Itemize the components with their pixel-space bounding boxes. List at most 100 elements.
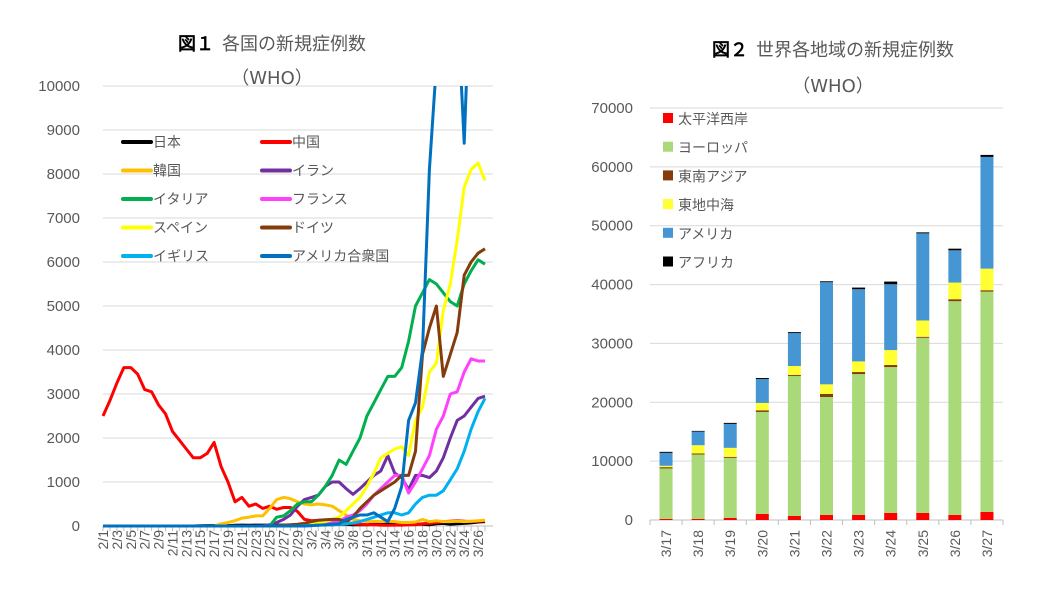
bar-segment bbox=[916, 337, 930, 513]
bar-segment bbox=[755, 378, 769, 380]
x-tick-label: 3/22 bbox=[442, 530, 458, 557]
y-tick-label: 70000 bbox=[591, 100, 633, 117]
x-tick-label: 3/4 bbox=[317, 530, 333, 550]
x-tick-label: 2/1 bbox=[95, 530, 111, 550]
bar-segment bbox=[884, 284, 898, 351]
y-tick-label: 10000 bbox=[591, 453, 633, 470]
legend-label: イラン bbox=[292, 164, 334, 180]
x-tick-label: 3/24 bbox=[456, 530, 472, 557]
x-tick-label: 3/2 bbox=[303, 530, 319, 550]
legend-label: アメリカ合衆国 bbox=[292, 249, 389, 265]
x-tick-label: 3/25 bbox=[915, 530, 931, 557]
bar-segment bbox=[659, 468, 673, 519]
bar-segment bbox=[948, 301, 962, 515]
x-tick-label: 3/10 bbox=[359, 530, 375, 557]
bar-segment bbox=[916, 232, 930, 234]
chart-2-new-cases-by-region: 図２ 世界各地域の新規症例数 （WHO） 0 10000 20000 30000 4000… bbox=[591, 40, 1004, 557]
legend-swatch bbox=[663, 113, 673, 123]
bar-segment bbox=[980, 154, 994, 157]
bar-segment bbox=[691, 518, 705, 520]
bar-segment bbox=[659, 452, 673, 466]
x-tick-label: 3/12 bbox=[373, 530, 389, 557]
legend-label: アメリカ bbox=[678, 227, 733, 243]
x-tick-label: 3/26 bbox=[947, 530, 963, 557]
bar-segment bbox=[916, 320, 930, 337]
x-tick-label: 3/6 bbox=[331, 530, 347, 550]
bar-segment bbox=[691, 431, 705, 446]
chart-2-subtitle: （WHO） bbox=[792, 76, 874, 97]
y-tick-label: 60000 bbox=[591, 159, 633, 176]
bar-segment bbox=[659, 465, 673, 468]
y-tick-label: 3000 bbox=[47, 386, 80, 403]
chart-1-new-cases-by-country: 図１ 各国の新規症例数 （WHO） 0 1000 2000 3000 4000 5000 60… bbox=[38, 34, 493, 557]
x-tick-label: 3/21 bbox=[786, 530, 802, 557]
x-tick-label: 3/26 bbox=[470, 530, 486, 557]
bar-segment bbox=[820, 281, 833, 283]
y-tick-label: 4000 bbox=[47, 342, 80, 359]
legend-label: 中国 bbox=[292, 135, 320, 151]
bar-segment bbox=[787, 332, 801, 334]
bar-segment bbox=[691, 430, 705, 432]
bar-segment bbox=[755, 410, 769, 412]
chart-2-title: 図２ 世界各地域の新規症例数 bbox=[712, 40, 954, 61]
legend-label: ドイツ bbox=[292, 221, 334, 237]
y-tick-label: 5000 bbox=[47, 298, 80, 315]
bar-segment bbox=[980, 511, 994, 520]
legend-swatch bbox=[663, 141, 673, 152]
bar-segment bbox=[948, 282, 962, 300]
legend-label: 日本 bbox=[153, 135, 181, 151]
x-tick-label: 3/8 bbox=[345, 530, 361, 550]
bar-segment bbox=[723, 457, 737, 518]
legend-label: ヨーロッパ bbox=[678, 141, 748, 157]
y-tick-label: 2000 bbox=[47, 430, 80, 447]
bar-segment bbox=[820, 282, 833, 385]
y-tick-label: 7000 bbox=[47, 210, 80, 227]
bar-segment bbox=[723, 422, 737, 424]
x-tick-label: 3/22 bbox=[819, 530, 835, 557]
series-line-9 bbox=[103, 86, 468, 528]
bar-segment bbox=[980, 291, 994, 512]
bar-segment bbox=[787, 375, 801, 377]
bar-segment bbox=[787, 366, 801, 376]
bar-segment bbox=[884, 512, 898, 520]
x-tick-label: 2/21 bbox=[234, 530, 250, 557]
y-tick-label: 50000 bbox=[591, 218, 633, 235]
bar-segment bbox=[916, 512, 930, 520]
bar-segment bbox=[884, 367, 898, 513]
legend-swatch bbox=[663, 227, 673, 238]
bar-segment bbox=[916, 233, 930, 321]
x-tick-label: 3/20 bbox=[428, 530, 444, 557]
x-tick-label: 2/19 bbox=[220, 530, 236, 557]
y-tick-label: 40000 bbox=[591, 277, 633, 294]
bar-segment bbox=[980, 156, 994, 269]
x-tick-label: 3/16 bbox=[401, 530, 417, 557]
y-tick-label: 10000 bbox=[38, 78, 80, 95]
bar-segment bbox=[691, 445, 705, 454]
x-tick-label: 2/27 bbox=[276, 530, 292, 557]
bar-segment bbox=[691, 453, 705, 455]
bar-segment bbox=[980, 268, 994, 291]
x-tick-label: 3/23 bbox=[851, 530, 867, 557]
y-tick-label: 30000 bbox=[591, 335, 633, 352]
x-tick-label: 2/9 bbox=[151, 530, 167, 550]
legend-label: スペイン bbox=[153, 221, 208, 237]
legend-label: アフリカ bbox=[678, 256, 734, 272]
chart-1-title: 図１ 各国の新規症例数 bbox=[178, 34, 366, 55]
legend-label: 韓国 bbox=[153, 164, 181, 180]
x-tick-label: 2/5 bbox=[123, 530, 139, 550]
y-tick-label: 0 bbox=[72, 518, 80, 535]
bar-segment bbox=[852, 514, 866, 520]
bar-segment bbox=[755, 379, 769, 403]
x-tick-label: 3/24 bbox=[883, 530, 899, 557]
bar-segment bbox=[787, 515, 801, 520]
bar-segment bbox=[948, 299, 962, 302]
bar-segment bbox=[884, 281, 898, 285]
x-tick-label: 2/15 bbox=[192, 530, 208, 557]
bar-segment bbox=[787, 376, 801, 516]
bar-segment bbox=[852, 289, 866, 362]
x-tick-label: 3/27 bbox=[979, 530, 995, 557]
bar-segment bbox=[659, 467, 673, 469]
y-tick-label: 8000 bbox=[47, 166, 80, 183]
x-tick-label: 2/25 bbox=[262, 530, 278, 557]
